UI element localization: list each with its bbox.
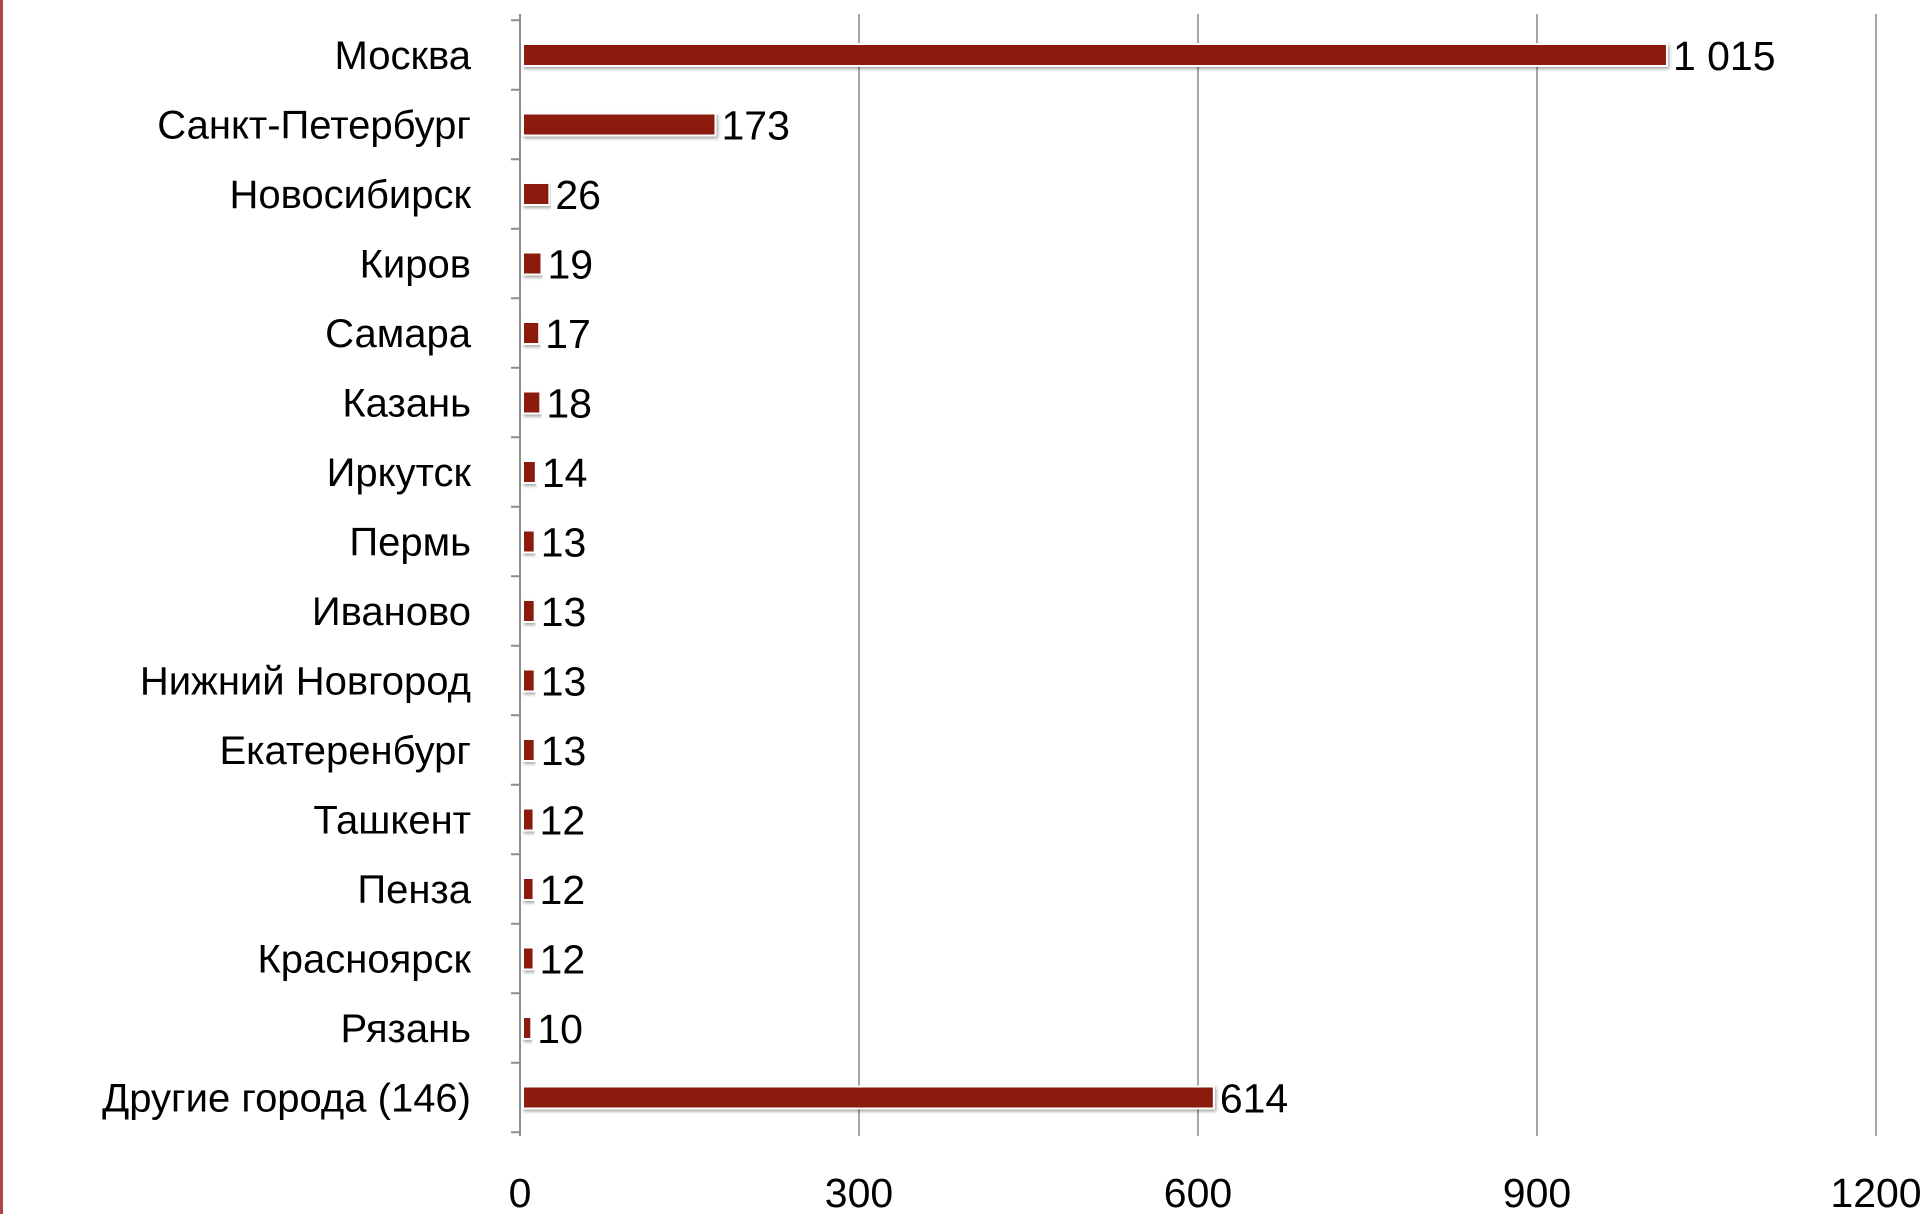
- bar-8: [522, 599, 536, 623]
- category-label: Нижний Новгород: [140, 660, 471, 704]
- bar-15: [522, 1085, 1215, 1110]
- value-label: 13: [541, 520, 587, 566]
- bar-4: [522, 321, 541, 345]
- bar-11: [522, 807, 535, 832]
- value-label: 13: [541, 659, 587, 705]
- x-tick-label: 900: [1503, 1170, 1571, 1214]
- value-label: 10: [537, 1006, 583, 1052]
- value-label: 12: [540, 937, 586, 983]
- category-label: Ташкент: [313, 799, 471, 843]
- category-label: Казань: [342, 382, 471, 426]
- value-label: 614: [1220, 1076, 1288, 1122]
- x-tick-label: 300: [825, 1170, 893, 1214]
- x-tick-label: 0: [509, 1170, 532, 1214]
- value-label: 12: [540, 798, 586, 844]
- bar-3: [522, 251, 543, 276]
- value-label: 26: [555, 172, 601, 218]
- category-label: Пермь: [349, 521, 471, 565]
- value-label: 17: [545, 311, 591, 357]
- bar-12: [522, 877, 535, 901]
- bar-13: [522, 946, 535, 971]
- category-label: Рязань: [340, 1007, 471, 1051]
- bar-2: [522, 182, 551, 206]
- bar-7: [522, 529, 536, 554]
- x-tick-label: 1200: [1830, 1170, 1921, 1214]
- grid-lines: [858, 14, 1877, 1136]
- value-label: 19: [547, 242, 593, 288]
- category-label: Красноярск: [257, 938, 471, 982]
- category-label: Киров: [360, 243, 471, 287]
- labels: 0 300 600 900 1200 Москва 1 015 Санкт-Петербург…: [102, 33, 1921, 1216]
- category-label: Иваново: [312, 590, 471, 634]
- value-label: 12: [540, 867, 586, 913]
- bar-14: [522, 1016, 533, 1040]
- bar-5: [522, 390, 542, 415]
- bar-1: [522, 112, 717, 137]
- category-label: Пенза: [357, 868, 471, 912]
- axes: [511, 14, 521, 1136]
- category-label: Новосибирск: [229, 173, 471, 217]
- category-label: Другие города (146): [102, 1077, 471, 1121]
- bars: [522, 43, 1668, 1110]
- bar-10: [522, 738, 536, 762]
- bar-0: [522, 43, 1668, 67]
- value-label: 13: [541, 589, 587, 635]
- category-label: Екатеренбург: [219, 729, 471, 773]
- bar-9: [522, 668, 536, 693]
- value-label: 1 015: [1673, 33, 1776, 79]
- category-label: Москва: [334, 34, 471, 78]
- category-label: Самара: [325, 312, 472, 356]
- x-tick-label: 600: [1164, 1170, 1232, 1214]
- value-label: 14: [542, 450, 588, 496]
- category-label: Иркутск: [327, 451, 472, 495]
- bar-6: [522, 460, 537, 484]
- value-label: 18: [546, 381, 592, 427]
- category-label: Санкт-Петербург: [157, 104, 471, 148]
- value-label: 173: [721, 103, 789, 149]
- value-label: 13: [541, 728, 587, 774]
- left-border: [0, 0, 3, 1214]
